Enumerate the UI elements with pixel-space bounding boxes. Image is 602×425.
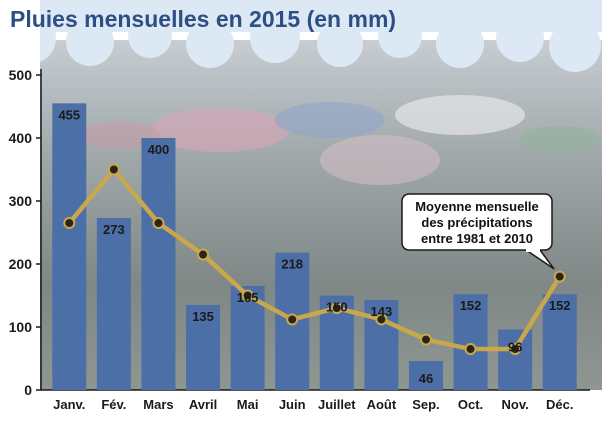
y-tick-label: 200 <box>9 256 33 272</box>
bar-value-label: 143 <box>371 304 393 319</box>
umbrella-shape <box>520 126 600 154</box>
x-tick-label: Juin <box>279 397 306 412</box>
umbrella-shape <box>320 135 440 185</box>
bar <box>498 329 533 390</box>
average-line <box>67 167 562 352</box>
average-marker <box>377 315 386 324</box>
bar-value-label: 455 <box>58 107 80 122</box>
cloud-band <box>0 0 602 72</box>
bar <box>52 103 87 390</box>
bar <box>96 218 131 390</box>
x-tick-label: Juillet <box>318 397 356 412</box>
bar-value-label: 150 <box>326 300 348 315</box>
x-tick-label: Oct. <box>458 397 483 412</box>
average-marker <box>511 345 520 354</box>
x-tick-label: Mars <box>143 397 173 412</box>
bar-value-label: 152 <box>549 298 571 313</box>
x-tick-label: Janv. <box>53 397 85 412</box>
annotation-text: Moyenne mensuelle <box>415 199 539 214</box>
umbrella-shape <box>150 108 290 152</box>
x-tick-label: Fév. <box>101 397 126 412</box>
umbrella-shape <box>395 95 525 135</box>
annotation-pointer-join <box>526 248 540 252</box>
bar-value-label: 218 <box>281 257 303 272</box>
annotation-text: entre 1981 et 2010 <box>421 231 533 246</box>
annotation-text: des précipitations <box>421 215 532 230</box>
umbrella-shape <box>275 102 385 138</box>
left-axis-band <box>0 0 40 425</box>
bottom-axis-band <box>0 390 602 425</box>
average-marker <box>466 345 475 354</box>
average-marker <box>332 304 341 313</box>
x-tick-label: Avril <box>189 397 217 412</box>
annotation-box <box>401 193 553 251</box>
average-marker <box>288 315 297 324</box>
average-marker <box>199 250 208 259</box>
bar-value-label: 152 <box>460 298 482 313</box>
x-tick-label: Août <box>367 397 397 412</box>
bar <box>186 304 221 390</box>
y-tick-label: 0 <box>24 382 32 398</box>
y-tick-label: 100 <box>9 319 33 335</box>
average-marker <box>65 219 74 228</box>
average-marker <box>154 219 163 228</box>
bar <box>141 138 176 390</box>
bar-value-label: 46 <box>419 371 433 386</box>
average-marker <box>555 272 564 281</box>
x-tick-label: Déc. <box>546 397 573 412</box>
bar-value-label: 96 <box>508 340 522 355</box>
y-tick-label: 400 <box>9 130 33 146</box>
annotation-pointer <box>525 249 555 270</box>
average-marker <box>243 291 252 300</box>
y-tick-label: 300 <box>9 193 33 209</box>
bar-value-label: 273 <box>103 222 125 237</box>
y-tick-label: 500 <box>9 67 33 83</box>
average-marker <box>421 335 430 344</box>
chart-title: Pluies mensuelles en 2015 (en mm) <box>10 6 396 32</box>
bar-value-label: 135 <box>192 309 214 324</box>
x-tick-label: Nov. <box>502 397 529 412</box>
bar <box>542 294 577 390</box>
x-tick-label: Sep. <box>412 397 439 412</box>
average-marker <box>109 165 118 174</box>
bar <box>453 294 488 390</box>
bar <box>408 361 443 390</box>
x-tick-label: Mai <box>237 397 259 412</box>
bar-value-label: 400 <box>148 142 170 157</box>
umbrella-shape <box>80 121 160 149</box>
bar-value-label: 165 <box>237 290 259 305</box>
